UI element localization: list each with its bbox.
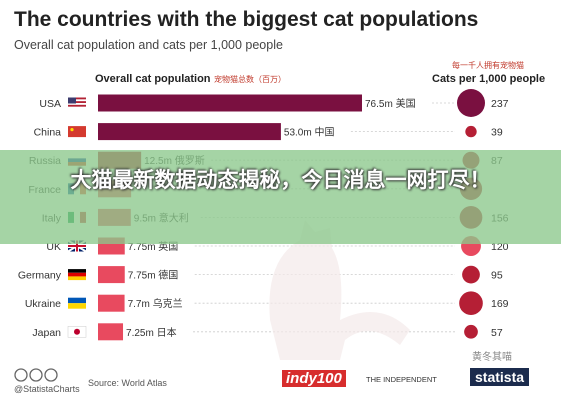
bubble-usa [457,89,485,117]
bar-value-label-ukraine: 7.7m 乌克兰 [128,297,183,310]
country-label-usa: USA [39,98,61,110]
right-column-heading: Cats per 1,000 people [432,73,546,85]
independent-logo: THE INDEPENDENT [366,375,437,384]
overlay-text: 大猫最新数据动态揭秘，今日消息一网打尽！ [70,169,491,192]
indy100-logo: indy100 [282,370,346,387]
country-label-ukraine: Ukraine [25,298,61,310]
bar-japan [98,323,124,341]
bar-china [98,123,281,141]
country-label-germany: Germany [18,270,62,282]
flag-china-icon [68,126,86,138]
bar-usa [98,94,362,112]
bar-germany [98,266,125,284]
left-column-heading-cn: 宠物猫总数（百万） [214,75,286,84]
bubble-value-label-uk: 120 [491,241,509,253]
bar-value-label-germany: 7.75m 德国 [128,269,179,282]
watermark-text: 黄冬其喵 [472,352,512,363]
creative-commons-icon [14,368,58,382]
bubble-japan [464,324,478,339]
flag-japan-icon [67,326,87,338]
country-label-japan: Japan [32,327,61,339]
chart-subtitle: Overall cat population and cats per 1,00… [14,38,283,52]
bar-value-label-japan: 7.25m 日本 [126,326,177,339]
bubble-value-label-japan: 57 [491,327,503,339]
bubble-value-label-germany: 95 [491,270,503,282]
bar-value-label-usa: 76.5m 美国 [365,97,416,110]
overlay-banner [0,150,561,244]
flag-ukraine-icon [68,297,86,309]
right-column-heading-cn: 每一千人拥有宠物猫 [452,61,524,70]
left-column-heading: Overall cat population [95,73,211,85]
bubble-germany [462,265,480,284]
bar-ukraine [98,294,125,312]
bubble-china [465,125,477,138]
bubble-value-label-usa: 237 [491,98,509,110]
country-label-uk: UK [46,241,61,253]
bubble-value-label-china: 39 [491,127,503,139]
cat-silhouette-icon [269,220,410,360]
chart-title: The countries with the biggest cat popul… [14,8,479,31]
footer-credit: @StatistaCharts [14,384,80,394]
bubble-ukraine [459,291,483,316]
country-label-china: China [34,127,62,139]
flag-germany-icon [68,269,86,281]
statista-logo: statista [470,368,530,386]
flag-usa-icon [68,97,86,109]
footer-source: Source: World Atlas [88,378,167,388]
bubble-value-label-ukraine: 169 [491,298,509,310]
bar-value-label-china: 53.0m 中国 [284,126,335,139]
